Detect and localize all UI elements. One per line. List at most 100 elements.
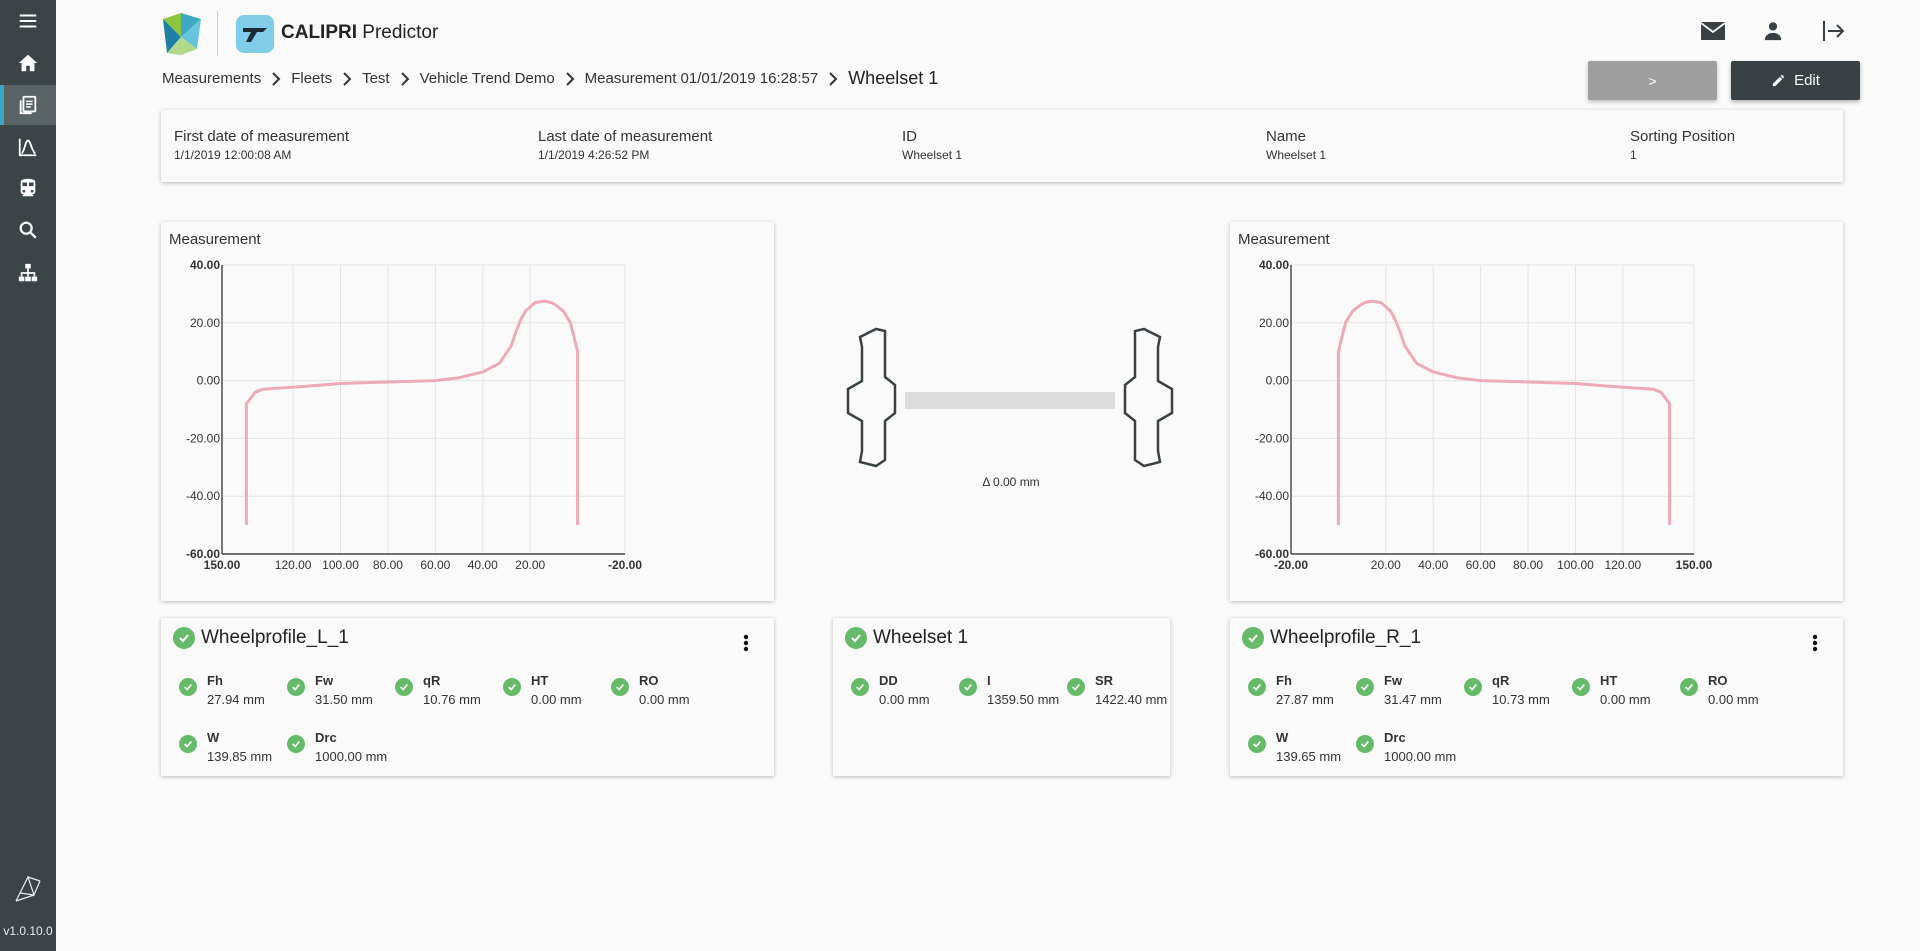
x-tick-label: 150.00	[204, 558, 241, 572]
sidebar-item-trends[interactable]	[0, 127, 56, 167]
wheel-profile-line	[1336, 299, 1672, 526]
header-divider	[217, 11, 218, 56]
card-title: Wheelprofile_L_1	[173, 627, 349, 649]
param-name: Fh	[207, 673, 223, 688]
param-name: Drc	[1384, 730, 1406, 745]
param-qr: qR 10.73 mm	[1464, 673, 1550, 707]
chevron-right-icon	[339, 71, 355, 87]
trend-chart-icon	[18, 138, 37, 157]
info-value: 1/1/2019 4:26:52 PM	[538, 148, 650, 162]
sidebar-item-search[interactable]	[0, 210, 56, 250]
param-ht: HT 0.00 mm	[503, 673, 582, 707]
more-vertical-icon	[1812, 634, 1818, 652]
param-name: Fw	[1384, 673, 1403, 688]
more-options-button[interactable]	[1805, 632, 1825, 654]
param-name: SR	[1095, 673, 1114, 688]
param-drc: Drc 1000.00 mm	[1356, 730, 1456, 764]
param-name: HT	[531, 673, 549, 688]
breadcrumb-current: Wheelset 1	[848, 68, 939, 88]
right-profile-chart: -20.00 20.00 40.00 60.00 80.00 100.00 120.00 15…	[1255, 258, 1713, 572]
param-value: 0.00 mm	[879, 692, 930, 707]
param-name: DD	[879, 673, 898, 688]
breadcrumb-vehicle[interactable]: Vehicle Trend Demo	[419, 70, 555, 87]
sidebar-item-measurements[interactable]	[0, 85, 56, 125]
param-value: 10.73 mm	[1492, 692, 1550, 707]
check-circle-icon	[1067, 678, 1085, 696]
param-value: 31.47 mm	[1384, 692, 1442, 707]
app-icon	[236, 15, 274, 53]
check-circle-icon	[959, 678, 977, 696]
info-value: Wheelset 1	[1266, 148, 1327, 162]
edit-button[interactable]: Edit	[1731, 61, 1860, 100]
breadcrumb-measurements[interactable]: Measurements	[162, 70, 262, 87]
breadcrumb: Measurements Fleets Test Vehicle Trend D…	[162, 68, 938, 89]
left-profile-chart-card: Measurement 150.00 120.00 100.00 80.00 60.00…	[161, 222, 774, 601]
x-tick-label: 80.00	[373, 558, 403, 572]
x-tick-label: -20.00	[1274, 558, 1308, 572]
logout-button[interactable]	[1819, 17, 1849, 45]
y-tick-label: -20.00	[1255, 431, 1289, 445]
wheelset-diagram	[846, 327, 1174, 468]
param-value: 0.00 mm	[531, 692, 582, 707]
y-tick-label: -60.00	[186, 547, 220, 561]
param-name: Fw	[315, 673, 334, 688]
param-dd: DD 0.00 mm	[851, 673, 930, 707]
wheel-profile-line	[244, 299, 580, 526]
param-ro: RO 0.00 mm	[1680, 673, 1759, 707]
version-label: v1.0.10.0	[3, 924, 53, 938]
logout-icon	[1823, 21, 1845, 41]
param-value: 139.85 mm	[207, 749, 273, 764]
param-value: 0.00 mm	[1708, 692, 1759, 707]
company-logo-icon	[163, 13, 201, 55]
x-tick-label: -20.00	[608, 558, 642, 572]
param-name: HT	[1600, 673, 1618, 688]
y-tick-label: -20.00	[186, 431, 220, 445]
menu-button[interactable]	[0, 1, 56, 41]
sidebar-item-vehicles[interactable]	[0, 168, 56, 208]
param-value: 31.50 mm	[315, 692, 373, 707]
param-name: RO	[1708, 673, 1728, 688]
check-circle-icon	[1464, 678, 1482, 696]
x-tick-label: 120.00	[275, 558, 312, 572]
mail-button[interactable]	[1698, 17, 1728, 45]
info-sorting-position: Sorting Position 1	[1630, 128, 1735, 162]
check-circle-icon	[1572, 678, 1590, 696]
breadcrumb-fleets[interactable]: Fleets	[291, 70, 333, 87]
info-first-date: First date of measurement 1/1/2019 12:00…	[174, 128, 349, 162]
check-circle-icon	[173, 627, 195, 649]
param-name: qR	[1492, 673, 1510, 688]
y-tick-label: -40.00	[1255, 489, 1289, 503]
param-ro: RO 0.00 mm	[611, 673, 690, 707]
user-button[interactable]	[1758, 17, 1788, 45]
breadcrumb-test[interactable]: Test	[362, 70, 390, 87]
sidebar-item-hierarchy[interactable]	[0, 253, 56, 293]
left-profile-chart: 150.00 120.00 100.00 80.00 60.00 40.00 20.00 -2…	[186, 258, 642, 572]
param-fw: Fw 31.47 mm	[1356, 673, 1442, 707]
next-button[interactable]: >	[1588, 61, 1717, 100]
mail-icon	[1700, 22, 1726, 40]
param-value: 0.00 mm	[1600, 692, 1651, 707]
calipri-icon	[243, 28, 267, 42]
info-name: Name Wheelset 1	[1266, 128, 1326, 162]
check-circle-icon	[503, 678, 521, 696]
x-tick-label: 100.00	[322, 558, 359, 572]
check-circle-icon	[1248, 678, 1266, 696]
param-value: 1000.00 mm	[1384, 749, 1457, 764]
check-circle-icon	[179, 678, 197, 696]
breadcrumb-measurement[interactable]: Measurement 01/01/2019 16:28:57	[584, 70, 819, 87]
wheelprofile-right-card: Wheelprofile_R_1 Fh 27.87 mm Fw 31.47 mm q…	[1230, 618, 1843, 776]
more-options-button[interactable]	[736, 632, 756, 654]
param-name: I	[987, 673, 991, 688]
pencil-icon	[1772, 74, 1785, 87]
param-name: RO	[639, 673, 659, 688]
param-value: 0.00 mm	[639, 692, 690, 707]
check-circle-icon	[179, 735, 197, 753]
check-circle-icon	[851, 678, 869, 696]
x-tick-label: 40.00	[468, 558, 498, 572]
x-tick-label: 120.00	[1605, 558, 1642, 572]
param-fh: Fh 27.94 mm	[179, 673, 265, 707]
y-tick-label: 20.00	[190, 316, 220, 330]
sidebar-item-home[interactable]	[0, 43, 56, 83]
card-title-text: Wheelset 1	[873, 627, 969, 648]
param-value: 1359.50 mm	[987, 692, 1060, 707]
